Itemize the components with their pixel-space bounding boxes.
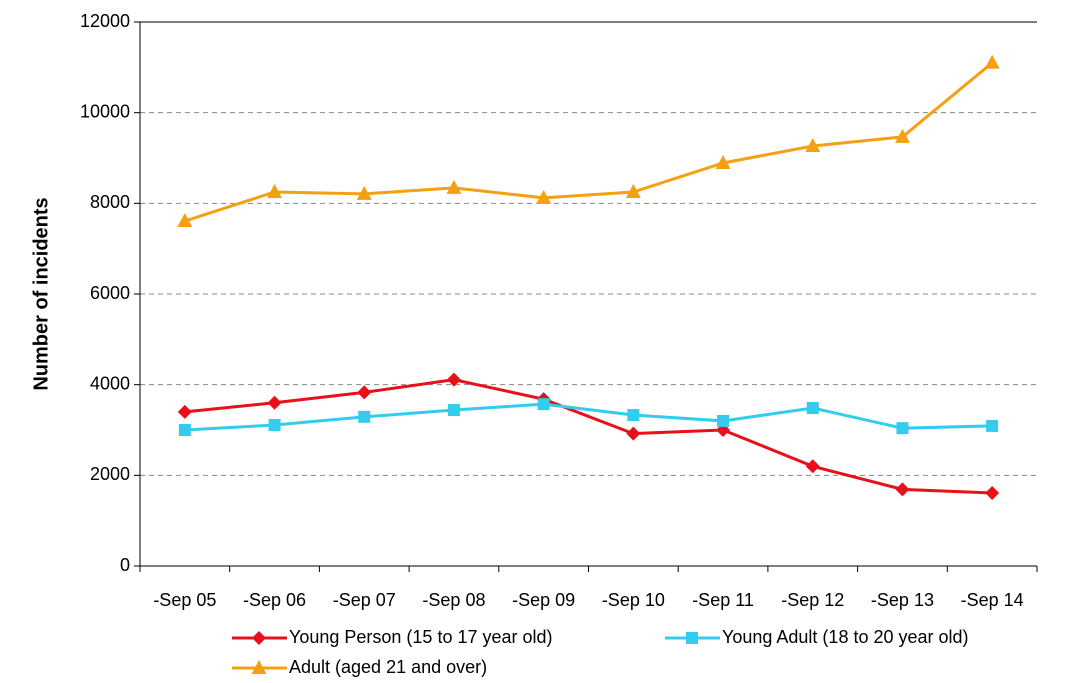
x-tick-label: -Sep 05 <box>153 590 216 610</box>
data-point <box>357 385 372 400</box>
y-tick-label: 2000 <box>90 464 130 484</box>
series-line <box>184 402 993 432</box>
data-point <box>356 185 372 200</box>
legend-label: Young Person (15 to 17 year old) <box>289 627 553 647</box>
data-point <box>894 128 910 143</box>
data-point <box>177 404 192 419</box>
x-tick-label: -Sep 14 <box>961 590 1024 610</box>
x-tick-label: -Sep 10 <box>602 590 665 610</box>
data-point <box>715 154 731 169</box>
legend-label: Young Adult (18 to 20 year old) <box>722 627 969 647</box>
data-point <box>806 402 819 415</box>
data-point <box>446 372 461 387</box>
data-point <box>895 482 910 497</box>
data-point <box>627 409 640 422</box>
x-tick-label: -Sep 09 <box>512 590 575 610</box>
data-point <box>447 404 460 417</box>
y-axis-label: Number of incidents <box>30 197 52 390</box>
data-point <box>896 422 909 435</box>
data-point <box>267 184 283 198</box>
legend-marker <box>252 631 266 645</box>
data-point <box>986 419 999 432</box>
series-line <box>184 378 993 495</box>
data-point <box>536 189 552 204</box>
data-point <box>537 398 550 411</box>
y-tick-label: 12000 <box>80 11 130 31</box>
data-point <box>267 395 282 410</box>
y-tick-label: 6000 <box>90 283 130 303</box>
x-tick-label: -Sep 11 <box>692 590 754 610</box>
y-tick-label: 0 <box>120 555 130 575</box>
legend-marker <box>686 632 698 644</box>
data-point <box>268 419 281 432</box>
x-tick-label: -Sep 06 <box>243 590 306 610</box>
legend-label: Adult (aged 21 and over) <box>289 657 487 677</box>
y-tick-label: 10000 <box>80 101 130 121</box>
data-point <box>984 54 1000 69</box>
data-point <box>177 213 193 228</box>
data-point <box>805 459 820 474</box>
legend-marker <box>251 660 267 674</box>
data-point <box>446 179 462 194</box>
x-tick-label: -Sep 08 <box>422 590 485 610</box>
data-point <box>626 426 641 441</box>
data-point <box>178 424 191 436</box>
data-point <box>717 414 730 427</box>
data-point <box>358 410 371 423</box>
series-line <box>184 61 994 223</box>
data-point <box>625 184 641 198</box>
data-point <box>805 137 821 152</box>
y-tick-label: 4000 <box>90 373 130 393</box>
data-point <box>985 486 1000 501</box>
x-tick-label: -Sep 12 <box>781 590 844 610</box>
x-tick-label: -Sep 13 <box>871 590 934 610</box>
y-tick-label: 8000 <box>90 192 130 212</box>
x-tick-label: -Sep 07 <box>333 590 396 610</box>
